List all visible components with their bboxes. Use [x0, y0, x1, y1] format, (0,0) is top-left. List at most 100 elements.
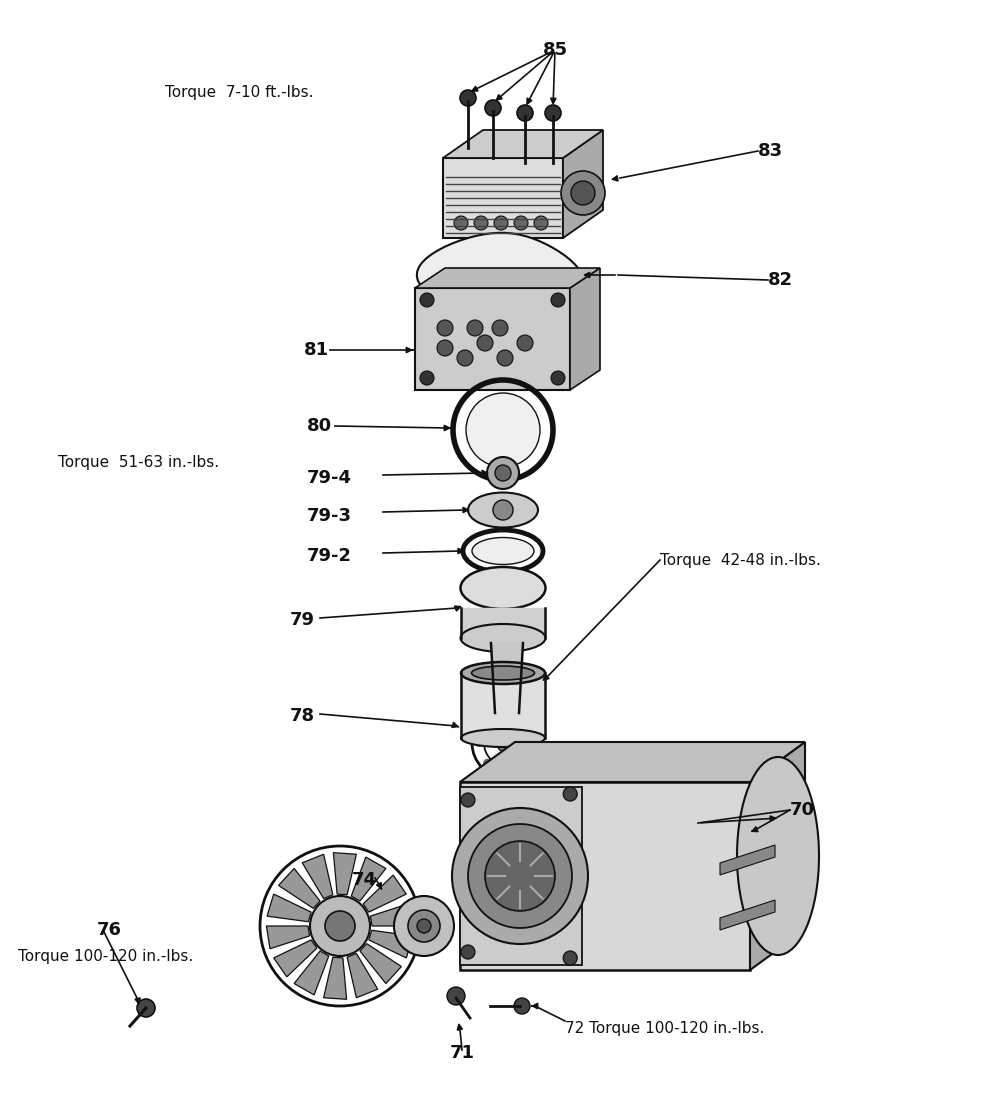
Circle shape: [531, 739, 539, 747]
Circle shape: [437, 340, 453, 356]
Circle shape: [517, 335, 533, 351]
Polygon shape: [302, 854, 333, 899]
Ellipse shape: [460, 624, 546, 652]
Polygon shape: [274, 940, 317, 977]
Circle shape: [551, 293, 565, 307]
Circle shape: [468, 824, 572, 928]
Text: Torque 100-120 in.-lbs.: Torque 100-120 in.-lbs.: [18, 948, 193, 964]
Circle shape: [571, 181, 595, 205]
Circle shape: [497, 733, 517, 754]
Circle shape: [523, 759, 531, 767]
Circle shape: [534, 216, 548, 230]
Text: 80: 80: [307, 417, 332, 435]
Circle shape: [408, 910, 440, 942]
Polygon shape: [324, 957, 347, 999]
Circle shape: [461, 793, 475, 807]
Circle shape: [517, 105, 533, 121]
Text: 76: 76: [97, 921, 122, 939]
Bar: [460, 787, 582, 965]
Circle shape: [452, 808, 588, 944]
Text: 81: 81: [304, 341, 329, 359]
Polygon shape: [333, 853, 356, 894]
Text: Torque  42-48 in.-lbs.: Torque 42-48 in.-lbs.: [660, 552, 821, 568]
Polygon shape: [720, 900, 775, 930]
Circle shape: [523, 719, 531, 727]
Circle shape: [483, 759, 491, 767]
Polygon shape: [563, 130, 603, 238]
Polygon shape: [461, 673, 545, 738]
Circle shape: [495, 465, 511, 481]
Polygon shape: [491, 643, 523, 713]
Circle shape: [474, 216, 488, 230]
Circle shape: [487, 457, 519, 489]
Circle shape: [420, 371, 434, 385]
Text: 74: 74: [352, 871, 377, 889]
Text: 79-4: 79-4: [307, 468, 352, 487]
Polygon shape: [750, 742, 805, 970]
Text: Torque  7-10 ft.-lbs.: Torque 7-10 ft.-lbs.: [165, 85, 314, 101]
Polygon shape: [720, 845, 775, 875]
Circle shape: [485, 100, 501, 116]
Circle shape: [466, 394, 540, 467]
Ellipse shape: [460, 567, 546, 609]
Circle shape: [514, 216, 528, 230]
Text: 79: 79: [290, 612, 315, 629]
Circle shape: [475, 739, 483, 747]
Circle shape: [477, 335, 493, 351]
Polygon shape: [570, 268, 600, 390]
Polygon shape: [369, 930, 413, 958]
Ellipse shape: [468, 493, 538, 528]
Bar: [443, 158, 563, 238]
Polygon shape: [363, 875, 406, 912]
Circle shape: [460, 91, 476, 106]
Polygon shape: [460, 742, 805, 781]
Circle shape: [485, 841, 555, 911]
Circle shape: [454, 216, 468, 230]
Polygon shape: [417, 233, 583, 316]
Text: 79-2: 79-2: [307, 547, 352, 565]
Polygon shape: [266, 926, 310, 949]
Circle shape: [420, 293, 434, 307]
Circle shape: [394, 896, 454, 956]
Circle shape: [551, 371, 565, 385]
Text: 79-3: 79-3: [307, 506, 352, 525]
Circle shape: [493, 500, 513, 520]
Polygon shape: [279, 869, 320, 908]
Circle shape: [137, 999, 155, 1017]
Circle shape: [461, 945, 475, 959]
Text: 85: 85: [543, 41, 568, 59]
Polygon shape: [294, 951, 329, 995]
Circle shape: [467, 320, 483, 337]
Bar: [415, 288, 570, 390]
Text: 78: 78: [290, 707, 315, 724]
Circle shape: [437, 320, 453, 337]
Polygon shape: [461, 608, 545, 638]
Circle shape: [492, 320, 508, 337]
Polygon shape: [347, 954, 378, 997]
Ellipse shape: [472, 666, 534, 680]
Circle shape: [545, 105, 561, 121]
Text: 72 Torque 100-120 in.-lbs.: 72 Torque 100-120 in.-lbs.: [565, 1021, 764, 1035]
Circle shape: [561, 171, 605, 215]
Text: 82: 82: [768, 271, 793, 288]
Circle shape: [503, 767, 511, 775]
Circle shape: [483, 719, 491, 727]
Circle shape: [494, 216, 508, 230]
Polygon shape: [370, 903, 414, 926]
Circle shape: [325, 911, 355, 941]
Ellipse shape: [461, 729, 545, 747]
Polygon shape: [351, 858, 386, 901]
Text: 71: 71: [450, 1044, 475, 1062]
Circle shape: [514, 998, 530, 1014]
Circle shape: [310, 896, 370, 956]
Text: 83: 83: [758, 142, 783, 160]
Polygon shape: [360, 944, 401, 984]
Circle shape: [417, 919, 431, 934]
Text: Torque  51-63 in.-lbs.: Torque 51-63 in.-lbs.: [58, 455, 219, 470]
Bar: [460, 781, 750, 970]
Polygon shape: [443, 130, 603, 158]
Ellipse shape: [461, 662, 545, 684]
Circle shape: [447, 987, 465, 1005]
Circle shape: [457, 350, 473, 366]
Polygon shape: [267, 894, 311, 921]
